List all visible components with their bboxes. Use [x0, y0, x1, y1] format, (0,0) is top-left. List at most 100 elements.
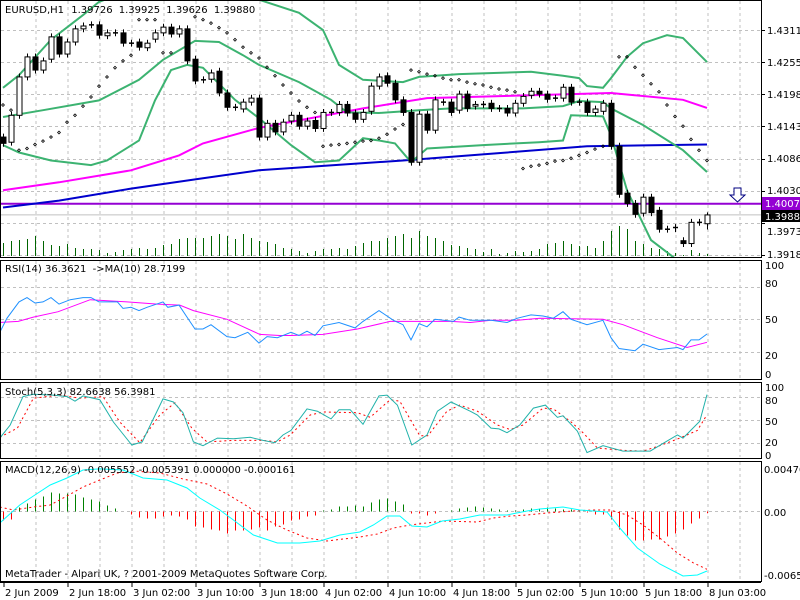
candle[interactable]	[592, 105, 599, 116]
rsi-plot[interactable]	[0, 297, 708, 352]
candle[interactable]	[448, 98, 455, 116]
candle[interactable]	[688, 218, 695, 247]
candle[interactable]	[368, 82, 375, 115]
candle[interactable]	[697, 218, 702, 226]
candle[interactable]	[208, 69, 215, 83]
candle[interactable]	[288, 111, 295, 125]
candle[interactable]	[336, 100, 343, 116]
candle[interactable]	[144, 39, 151, 52]
candle[interactable]	[16, 73, 23, 119]
macd-panel[interactable]	[0, 468, 708, 577]
candle[interactable]	[384, 72, 391, 87]
candle[interactable]	[344, 100, 351, 117]
candle[interactable]	[577, 98, 582, 106]
candle[interactable]	[40, 57, 47, 74]
candle[interactable]	[472, 100, 479, 110]
candle[interactable]	[616, 142, 623, 198]
candle[interactable]	[136, 38, 143, 51]
candle[interactable]	[201, 76, 206, 84]
candle[interactable]	[441, 98, 446, 106]
candle[interactable]	[360, 109, 367, 123]
candle[interactable]	[432, 96, 439, 134]
candle[interactable]	[113, 29, 118, 37]
candle[interactable]	[584, 98, 591, 116]
candle[interactable]	[240, 98, 247, 113]
candle[interactable]	[665, 225, 670, 233]
candle[interactable]	[568, 83, 575, 106]
candle[interactable]	[481, 100, 486, 108]
candle[interactable]	[89, 21, 94, 29]
candle[interactable]	[168, 23, 175, 38]
candle[interactable]	[320, 109, 327, 132]
candle[interactable]	[104, 29, 111, 40]
candle[interactable]	[632, 200, 639, 218]
candle[interactable]	[64, 38, 71, 58]
candle[interactable]	[304, 117, 311, 130]
candle[interactable]	[256, 94, 263, 141]
candle[interactable]	[680, 237, 687, 247]
candle[interactable]	[48, 33, 55, 63]
candle[interactable]	[553, 94, 558, 102]
candle[interactable]	[312, 117, 319, 132]
candle[interactable]	[416, 110, 423, 166]
candle[interactable]	[216, 67, 223, 97]
candle[interactable]	[56, 33, 63, 58]
candle[interactable]	[329, 109, 334, 116]
candle[interactable]	[296, 111, 303, 130]
candle[interactable]	[8, 111, 15, 146]
candle[interactable]	[648, 193, 655, 217]
candle[interactable]	[624, 189, 631, 207]
stochastic-panel[interactable]	[0, 393, 708, 454]
candle[interactable]	[152, 29, 159, 43]
arrow-down-icon[interactable]	[728, 187, 747, 203]
candle[interactable]	[352, 109, 359, 123]
stoch-plot[interactable]	[0, 393, 708, 454]
candle[interactable]	[272, 119, 279, 136]
candle[interactable]	[536, 87, 543, 98]
candle[interactable]	[673, 224, 678, 233]
candle[interactable]	[488, 99, 495, 112]
candle[interactable]	[224, 89, 231, 111]
candle[interactable]	[424, 110, 431, 134]
candle[interactable]	[129, 39, 134, 47]
candle[interactable]	[72, 25, 79, 46]
candle[interactable]	[560, 83, 567, 102]
candle[interactable]	[497, 104, 502, 112]
rsi-panel[interactable]	[0, 297, 708, 352]
candle[interactable]	[24, 53, 31, 81]
candle[interactable]	[408, 109, 415, 166]
candle[interactable]	[96, 21, 103, 39]
candle[interactable]	[640, 193, 647, 217]
candle[interactable]	[248, 94, 255, 106]
candle[interactable]	[704, 212, 711, 230]
candle[interactable]	[528, 87, 535, 99]
candle[interactable]	[80, 22, 87, 33]
candle[interactable]	[233, 103, 238, 111]
main-plot[interactable]	[1, 0, 761, 258]
candle[interactable]	[1, 133, 7, 147]
candle[interactable]	[400, 96, 407, 116]
candle[interactable]	[656, 206, 663, 233]
macd-plot[interactable]	[0, 468, 708, 577]
candle[interactable]	[600, 99, 607, 115]
candle[interactable]	[192, 55, 199, 85]
candle[interactable]	[184, 25, 191, 65]
candle[interactable]	[608, 99, 615, 150]
candle[interactable]	[264, 119, 271, 141]
candle[interactable]	[280, 118, 287, 136]
candle[interactable]	[176, 25, 183, 38]
candle[interactable]	[464, 90, 471, 112]
candle[interactable]	[456, 90, 463, 114]
candle[interactable]	[504, 104, 511, 117]
candle[interactable]	[512, 99, 519, 117]
candle[interactable]	[160, 23, 167, 37]
candle[interactable]	[376, 73, 383, 90]
candle[interactable]	[392, 79, 399, 104]
candle[interactable]	[32, 53, 39, 74]
candle[interactable]	[544, 90, 551, 103]
main-price-panel[interactable]	[1, 0, 761, 258]
candle[interactable]	[120, 29, 127, 47]
candle[interactable]	[520, 92, 527, 107]
